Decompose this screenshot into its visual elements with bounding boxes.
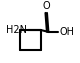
Text: O: O [42,1,50,11]
Text: OH: OH [59,27,74,37]
Text: H2N: H2N [6,25,27,35]
